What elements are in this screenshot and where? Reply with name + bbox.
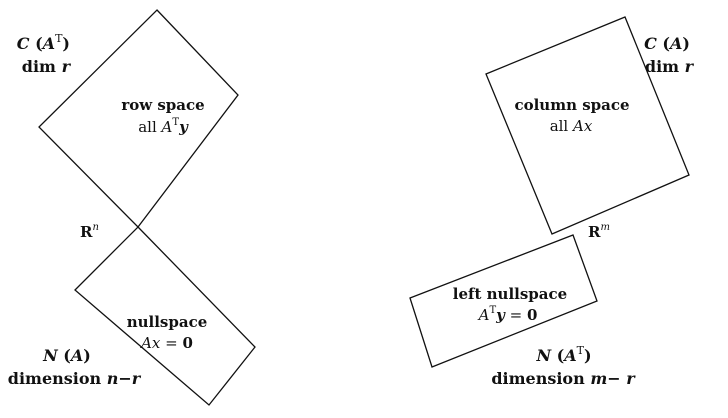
- column-space-dimension-label: C (A): [644, 34, 690, 53]
- nullspace-square: [74, 226, 256, 406]
- row-space-description: all ATy: [138, 117, 189, 136]
- nullspace-dimension-label: N (A): [42, 346, 91, 365]
- left-nullspace-title: left nullspace: [453, 285, 567, 303]
- left-diagram: C (AT) dim r row space all ATy Rn nullsp…: [8, 9, 256, 406]
- row-space-dim-label: dim r: [22, 57, 72, 76]
- space-label-rm: Rm: [588, 222, 610, 241]
- left-nullspace-dimension-label: N (AT): [535, 344, 591, 365]
- row-space-title: row space: [121, 96, 204, 114]
- left-nullspace-equation: ATy = 0: [477, 305, 538, 324]
- row-space-dimension-label: C (AT): [17, 32, 70, 53]
- column-space-title: column space: [514, 96, 629, 114]
- space-label-rn: Rn: [80, 222, 99, 241]
- column-space-dim-label: dim r: [645, 57, 695, 76]
- nullspace-title: nullspace: [127, 313, 208, 331]
- left-nullspace-rectangle: [409, 234, 598, 368]
- left-nullspace-dim-label: dimension m− r: [491, 369, 636, 388]
- right-diagram: C (A) dim r column space all Ax Rm left …: [409, 16, 695, 388]
- nullspace-equation: Ax = 0: [139, 334, 193, 352]
- column-space-rectangle: [485, 16, 690, 235]
- column-space-description: all Ax: [550, 117, 593, 135]
- nullspace-dim-label: dimension n−r: [8, 369, 142, 388]
